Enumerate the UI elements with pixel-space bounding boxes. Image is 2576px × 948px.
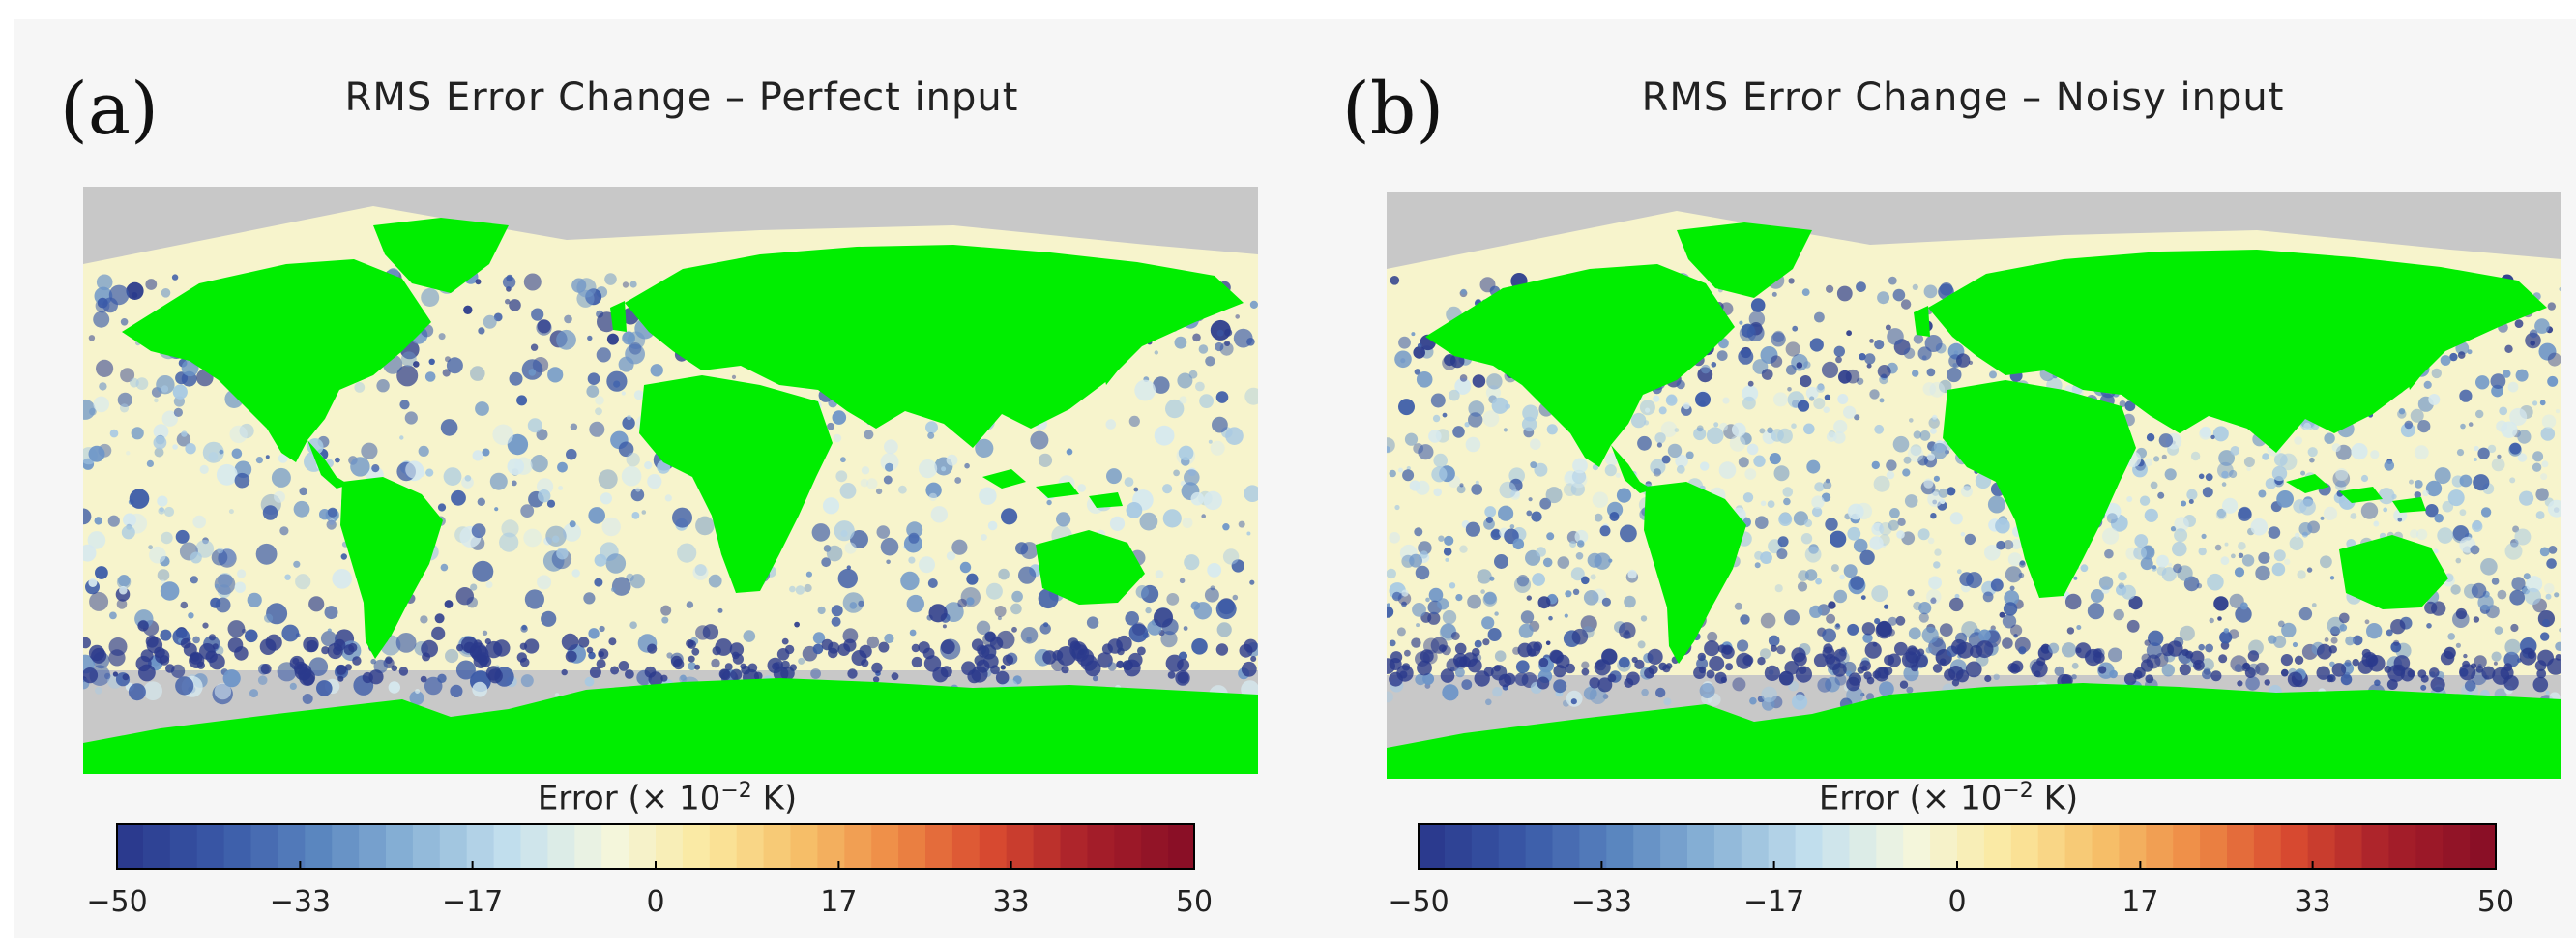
colorbar-tick-label: 17	[820, 885, 858, 919]
colorbar-tick-label: 0	[646, 885, 665, 919]
colorbar-tick-label: −50	[1388, 885, 1449, 919]
colorbar	[1418, 823, 2497, 870]
colorbar	[116, 823, 1195, 870]
panel-letter: (a)	[60, 68, 159, 151]
map-content	[83, 187, 1258, 774]
colorbar-tick-label: −33	[269, 885, 332, 919]
colorbar-tick-label: 0	[1947, 885, 1967, 919]
colorbar-tick-label: −17	[441, 885, 504, 919]
panel-b: (b) RMS Error Change – Noisy input Error…	[1321, 19, 2576, 938]
map-content	[1387, 192, 2561, 779]
colorbar-tick-label: −17	[1742, 885, 1805, 919]
colorbar-tick-label: −33	[1570, 885, 1633, 919]
colorbar-label: Error (× 10−2 K)	[537, 779, 798, 818]
panel-title: RMS Error Change – Perfect input	[344, 75, 1019, 120]
colorbar-tick-label: 17	[2122, 885, 2159, 919]
colorbar-tick-label: −50	[86, 885, 148, 919]
panel-title: RMS Error Change – Noisy input	[1641, 75, 2285, 120]
panel-a: (a) RMS Error Change – Perfect input Err…	[14, 19, 1321, 938]
colorbar-tick-label: 50	[1175, 885, 1214, 919]
colorbar-tick-label: 50	[2476, 885, 2515, 919]
colorbar-tick-label: 33	[2294, 885, 2331, 919]
world-map	[83, 187, 1258, 774]
colorbar-label: Error (× 10−2 K)	[1818, 779, 2079, 818]
panel-letter: (b)	[1342, 68, 1445, 151]
world-map	[1387, 192, 2561, 779]
colorbar-tick-label: 33	[992, 885, 1030, 919]
